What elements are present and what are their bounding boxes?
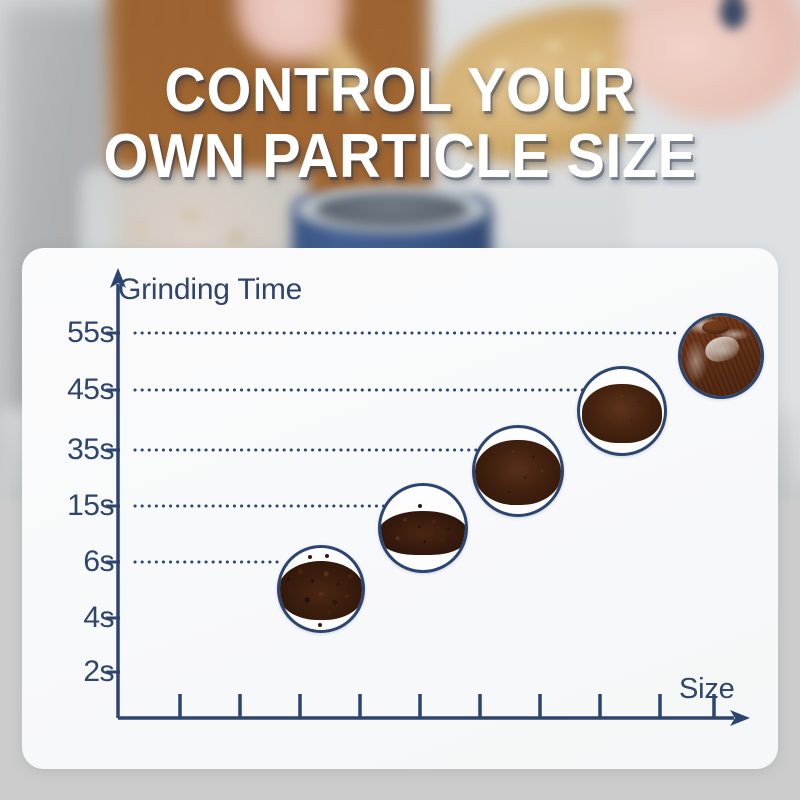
y-axis-title: Grinding Time bbox=[118, 273, 303, 306]
grounds-mound bbox=[475, 440, 561, 506]
ground-speck bbox=[417, 504, 422, 509]
y-tick-row: 6s bbox=[22, 547, 114, 577]
y-tick-row: 2s bbox=[22, 657, 114, 687]
x-axis-arrowhead bbox=[730, 710, 750, 726]
y-tick-label-4s: 4s bbox=[83, 601, 114, 634]
y-tick-row: 35s bbox=[22, 435, 114, 465]
ground-speck bbox=[307, 555, 312, 560]
ground-speck bbox=[317, 623, 322, 628]
y-tick-row: 55s bbox=[22, 318, 114, 348]
coffee-sample-medium-coarse bbox=[378, 483, 468, 573]
coffee-bean bbox=[701, 320, 729, 335]
gridlines bbox=[133, 331, 680, 564]
ground-speck bbox=[325, 553, 330, 558]
x-axis-title: Size bbox=[679, 673, 735, 705]
grounds-mound bbox=[280, 561, 362, 621]
y-axis-arrowhead bbox=[110, 268, 126, 288]
coffee-sample-extra-fine bbox=[678, 313, 764, 399]
coffee-sample-coarse bbox=[277, 545, 365, 633]
y-axis-ticks bbox=[106, 331, 120, 674]
y-tick-row: 45s bbox=[22, 375, 114, 405]
chart-plot-area: Grinding Time Size 55s 45s 35s 15s 6s 4s bbox=[22, 248, 778, 769]
y-tick-label-35s: 35s bbox=[67, 433, 114, 466]
y-tick-row: 15s bbox=[22, 491, 114, 521]
y-tick-label-2s: 2s bbox=[83, 655, 114, 688]
coffee-sample-medium-fine bbox=[472, 425, 564, 517]
x-axis-ticks bbox=[178, 694, 716, 718]
y-tick-label-15s: 15s bbox=[67, 489, 114, 522]
grounds-mound bbox=[381, 511, 465, 555]
y-tick-row: 4s bbox=[22, 603, 114, 633]
y-tick-label-45s: 45s bbox=[67, 373, 114, 406]
coffee-sample-fine bbox=[577, 366, 667, 456]
y-tick-label-6s: 6s bbox=[83, 545, 114, 578]
chart-card: Grinding Time Size 55s 45s 35s 15s 6s 4s bbox=[22, 248, 778, 769]
grounds-mound bbox=[581, 384, 663, 443]
chart-axes-svg bbox=[106, 268, 750, 726]
y-tick-label-55s: 55s bbox=[67, 316, 114, 349]
